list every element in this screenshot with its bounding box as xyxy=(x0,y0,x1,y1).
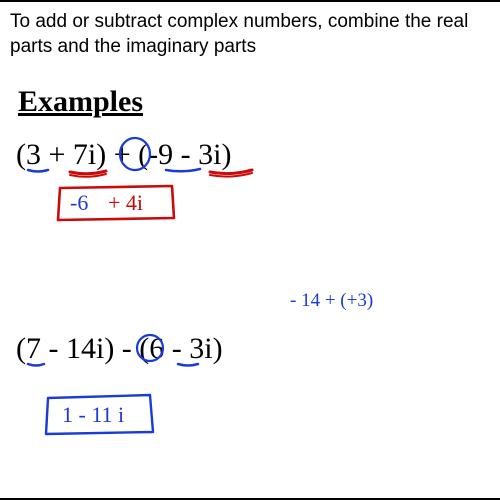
examples-heading: Examples xyxy=(18,85,500,119)
example-1-answer-real: -6 xyxy=(70,190,88,216)
example-2-sidework: - 14 + (+3) xyxy=(290,290,373,312)
example-2-answer: 1 - 11 i xyxy=(62,402,124,428)
example-1-answer-imag: + 4i xyxy=(108,190,143,216)
example-1-expression: (3 + 7i) + (-9 - 3i) xyxy=(16,138,231,172)
instruction-text: To add or subtract complex numbers, comb… xyxy=(0,2,500,63)
example-2-expression: (7 - 14i) - (6 - 3i) xyxy=(16,332,223,366)
